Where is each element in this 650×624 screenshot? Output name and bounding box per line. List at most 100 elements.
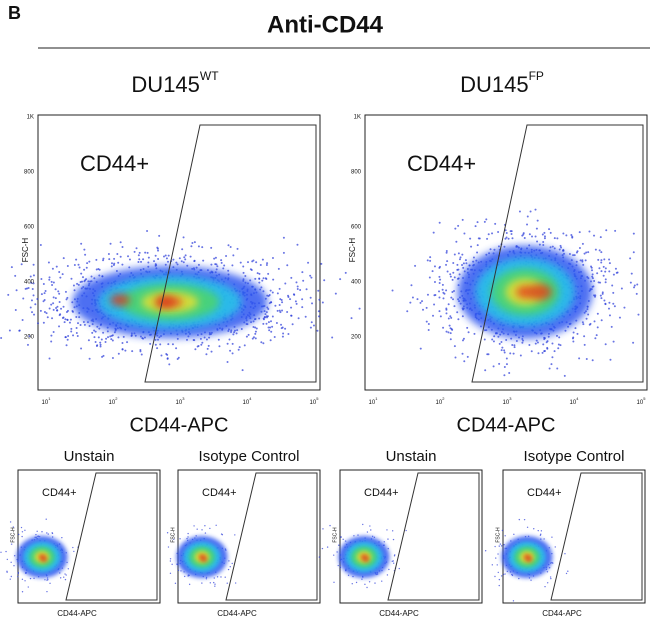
event-dot: [258, 317, 261, 320]
x-tick-label: 104: [243, 396, 253, 406]
event-dot: [608, 270, 611, 273]
event-dot: [487, 233, 490, 236]
event-dot: [119, 241, 122, 244]
event-dot: [608, 314, 611, 317]
event-dot: [274, 304, 277, 307]
event-dot: [166, 532, 169, 534]
event-dot: [600, 251, 603, 254]
event-dot: [86, 262, 89, 265]
event-dot: [55, 265, 58, 268]
event-dot: [264, 313, 267, 316]
event-dot: [32, 263, 35, 266]
event-dot: [600, 319, 603, 322]
event-dot: [256, 272, 259, 275]
event-dot: [254, 326, 257, 329]
event-dot: [585, 251, 588, 254]
event-dot: [27, 287, 30, 290]
event-dot: [18, 533, 20, 536]
event-dot: [445, 308, 448, 311]
event-dot: [64, 318, 67, 321]
event-dot: [260, 341, 263, 344]
plot-title: DU145WT: [131, 69, 219, 97]
event-dot: [27, 586, 29, 588]
event-dot: [153, 260, 156, 263]
event-dot: [244, 275, 247, 278]
event-dot: [50, 280, 53, 283]
event-dot: [177, 356, 180, 359]
event-dot: [339, 566, 342, 569]
y-tick-label: 800: [351, 170, 362, 176]
event-dot: [629, 281, 632, 284]
event-dot: [276, 292, 279, 295]
event-dot: [32, 294, 35, 297]
event-dot: [243, 344, 246, 347]
event-dot: [535, 339, 538, 342]
event-dot: [10, 575, 13, 578]
y-tick-label: 600: [351, 225, 362, 231]
event-dot: [604, 302, 607, 305]
event-dot: [461, 339, 464, 342]
event-dot: [294, 300, 297, 303]
event-dot: [50, 303, 53, 306]
tick-exponent: 3: [182, 396, 185, 401]
event-dot: [559, 244, 562, 247]
event-dot: [195, 535, 197, 537]
event-dot: [44, 290, 47, 293]
event-dot: [438, 290, 441, 293]
event-dot: [605, 229, 608, 232]
event-dot: [46, 590, 48, 593]
event-dot: [75, 258, 78, 261]
event-dot: [309, 296, 312, 299]
tick-exponent: 2: [115, 396, 118, 401]
event-dot: [333, 554, 335, 556]
event-dot: [220, 533, 223, 535]
event-dot: [169, 560, 172, 562]
event-dot: [204, 525, 206, 527]
event-dot: [614, 267, 617, 270]
event-dot: [583, 335, 586, 338]
event-dot: [65, 298, 68, 301]
event-dot: [318, 298, 321, 301]
event-dot: [56, 309, 59, 312]
event-dot: [620, 287, 623, 290]
event-dot: [449, 315, 452, 318]
event-dot: [278, 309, 281, 312]
event-dot: [31, 311, 34, 314]
event-dot: [591, 359, 594, 362]
event-dot: [44, 579, 46, 581]
event-dot: [90, 275, 93, 278]
event-dot: [154, 343, 157, 346]
event-dot: [266, 262, 269, 265]
tick-base: 10: [176, 400, 183, 406]
event-dot: [80, 242, 83, 245]
event-dot: [76, 334, 79, 337]
event-dot: [80, 272, 83, 275]
event-dot: [391, 530, 394, 532]
x-axis-label: CD44-APC: [457, 414, 556, 436]
event-dot: [156, 347, 159, 350]
event-dot: [215, 263, 218, 266]
event-dot: [421, 300, 424, 303]
event-dot: [612, 273, 615, 276]
event-dot: [147, 261, 150, 264]
event-dot: [612, 291, 615, 294]
plot-title: Isotype Control: [524, 448, 625, 465]
plot-frame: [17, 469, 161, 604]
event-dot: [483, 338, 486, 341]
event-dot: [505, 236, 508, 239]
event-dot: [636, 283, 639, 286]
event-dot: [368, 581, 371, 583]
event-dot: [548, 367, 551, 370]
event-dot: [230, 331, 233, 334]
event-dot: [581, 259, 584, 262]
event-dot: [451, 278, 454, 281]
event-dot: [388, 568, 390, 571]
event-dot: [157, 249, 160, 252]
y-tick-label: 1K: [27, 115, 34, 121]
event-dot: [93, 329, 96, 332]
event-dot: [43, 311, 46, 314]
event-dot: [267, 272, 270, 275]
density-hotspot: [41, 556, 47, 562]
tick-exponent: 5: [643, 396, 646, 401]
event-dot: [484, 369, 487, 372]
